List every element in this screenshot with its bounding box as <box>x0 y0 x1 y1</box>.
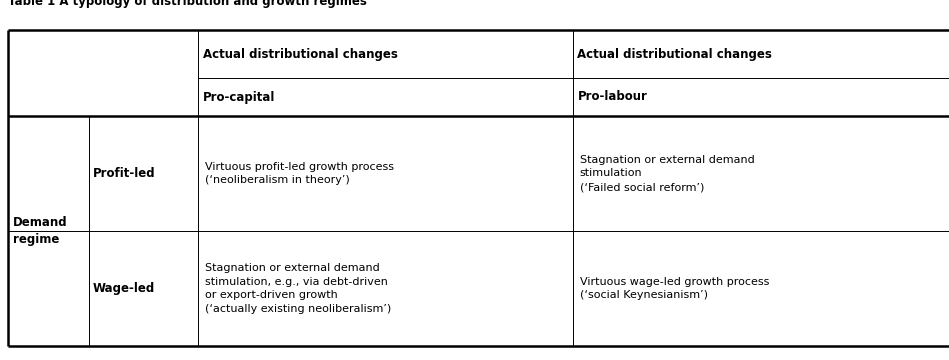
Text: Profit-led: Profit-led <box>93 167 156 180</box>
Text: Virtuous profit-led growth process
(‘neoliberalism in theory’): Virtuous profit-led growth process (‘neo… <box>205 162 394 185</box>
Text: Virtuous wage-led growth process
(‘social Keynesianism’): Virtuous wage-led growth process (‘socia… <box>580 277 769 300</box>
Text: Actual distributional changes: Actual distributional changes <box>203 48 398 60</box>
Text: Stagnation or external demand
stimulation, e.g., via debt-driven
or export-drive: Stagnation or external demand stimulatio… <box>205 263 391 314</box>
Text: Pro-labour: Pro-labour <box>578 90 647 104</box>
Text: Table 1 A typology of distribution and growth regimes: Table 1 A typology of distribution and g… <box>8 0 367 8</box>
Text: Pro-capital: Pro-capital <box>203 90 275 104</box>
Text: Stagnation or external demand
stimulation
(‘Failed social reform’): Stagnation or external demand stimulatio… <box>580 155 754 192</box>
Text: Demand
regime: Demand regime <box>13 216 67 246</box>
Text: Wage-led: Wage-led <box>93 282 155 295</box>
Text: Actual distributional changes: Actual distributional changes <box>577 48 772 60</box>
